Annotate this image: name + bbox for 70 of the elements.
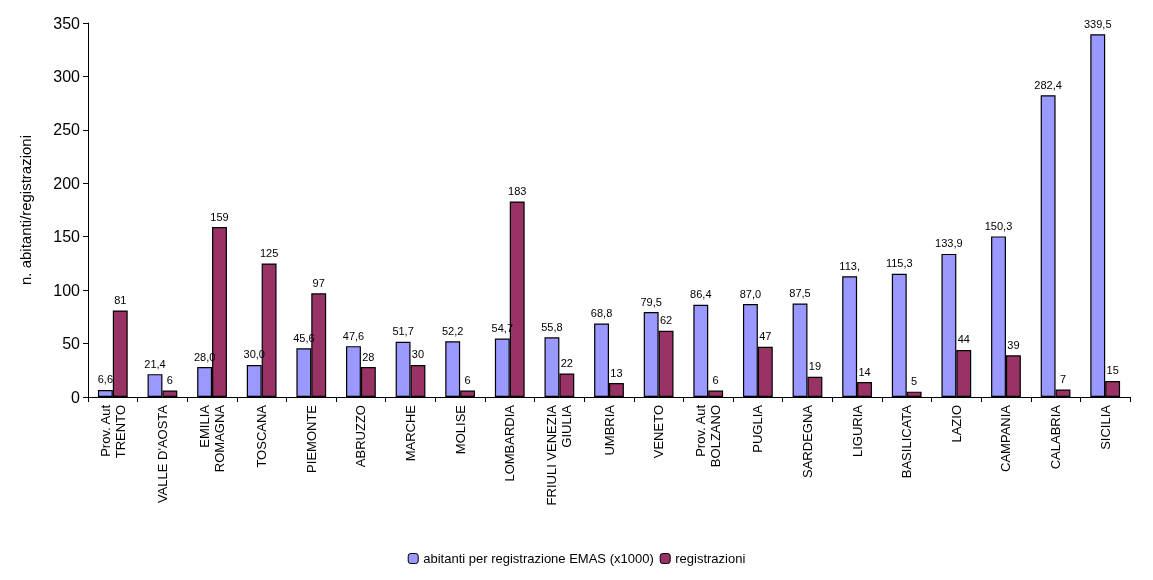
y-axis-title: n. abitanti/registrazioni: [17, 134, 34, 286]
data-label: 14: [858, 365, 871, 378]
data-label: 47: [759, 330, 772, 343]
x-tick-label: ABRUZZO: [353, 405, 369, 468]
y-tick-label: 350: [53, 14, 81, 32]
y-tick-label: 250: [53, 121, 81, 139]
data-label: 39: [1007, 338, 1020, 351]
data-label: 115,3: [885, 257, 913, 270]
data-label: 6,6: [97, 373, 114, 386]
data-label: 30: [411, 348, 425, 361]
data-label: 86,4: [690, 288, 712, 301]
data-label: 7: [1059, 373, 1067, 386]
x-tick-label: CALABRIA: [1048, 404, 1064, 470]
x-tick-label: LOMBARDIA: [502, 404, 518, 482]
x-tick-label: LAZIO: [948, 405, 964, 443]
y-tick-label: 200: [53, 174, 81, 192]
x-tick-label: Prov. Aut BOLZANO: [693, 404, 724, 468]
data-label: 97: [312, 276, 325, 289]
data-label: 52,2: [441, 324, 464, 337]
data-label: 15: [1106, 364, 1119, 377]
data-label: 62: [659, 314, 673, 327]
data-label: 125: [259, 246, 279, 259]
data-label: 51,7: [392, 325, 414, 338]
data-label: 68,8: [590, 306, 613, 319]
x-tick-label: MARCHE: [403, 404, 419, 462]
x-tick-label: SICILIA: [1097, 404, 1113, 450]
data-label: 282,4: [1034, 78, 1062, 91]
data-label: 47,6: [342, 329, 365, 342]
y-tick-label: 0: [71, 388, 81, 406]
x-tick-label: Prov. Aut TRENTO: [97, 404, 128, 459]
data-label: 79,5: [640, 295, 662, 308]
x-tick-label: CAMPANIA: [998, 404, 1014, 472]
data-label: 21,4: [144, 357, 166, 370]
data-label: 113,: [839, 259, 860, 272]
data-label: 339,5: [1083, 17, 1112, 30]
data-label: 87,0: [739, 287, 762, 300]
data-label: 6: [712, 374, 719, 387]
legend-label: registrazioni: [675, 551, 746, 566]
data-label: 55,8: [541, 320, 563, 333]
data-label: 183: [508, 184, 527, 197]
data-label: 81: [114, 293, 127, 306]
x-tick-label: MOLISE: [452, 404, 468, 455]
x-tick-label: UMBRIA: [601, 404, 617, 456]
x-tick-label: EMILIA ROMAGNA: [197, 404, 228, 473]
x-tick-label: VENETO: [651, 405, 667, 459]
x-tick-label: BASILICATA: [899, 404, 915, 479]
data-label: 22: [560, 356, 573, 369]
y-tick-label: 150: [53, 228, 81, 246]
x-tick-label: TOSCANA: [254, 404, 270, 468]
data-label: 159: [210, 210, 229, 223]
x-tick-label: FRIULI VENEZIA GIULIA: [544, 404, 575, 506]
y-tick-label: 50: [62, 335, 81, 353]
data-label: 19: [808, 360, 822, 373]
data-label: 44: [957, 333, 970, 346]
x-tick-label: LIGURIA: [849, 404, 865, 458]
data-label: 13: [610, 366, 623, 379]
legend-label: abitanti per registrazione EMAS (x1000): [423, 551, 654, 566]
x-tick-label: SARDEGNA: [799, 404, 815, 478]
data-label: 150,3: [984, 219, 1013, 232]
data-label: 133,9: [935, 237, 963, 250]
y-tick-label: 100: [53, 281, 81, 299]
data-label: 28: [362, 350, 375, 363]
y-tick-label: 300: [53, 67, 81, 85]
data-label: 6: [166, 374, 173, 387]
x-tick-label: VALLE D'AOSTA: [154, 404, 170, 504]
data-label: 87,5: [789, 287, 811, 299]
data-label: 5: [911, 375, 918, 388]
x-tick-label: PIEMONTE: [303, 404, 319, 473]
data-label: 6: [464, 374, 471, 387]
x-tick-label: PUGLIA: [750, 404, 766, 453]
